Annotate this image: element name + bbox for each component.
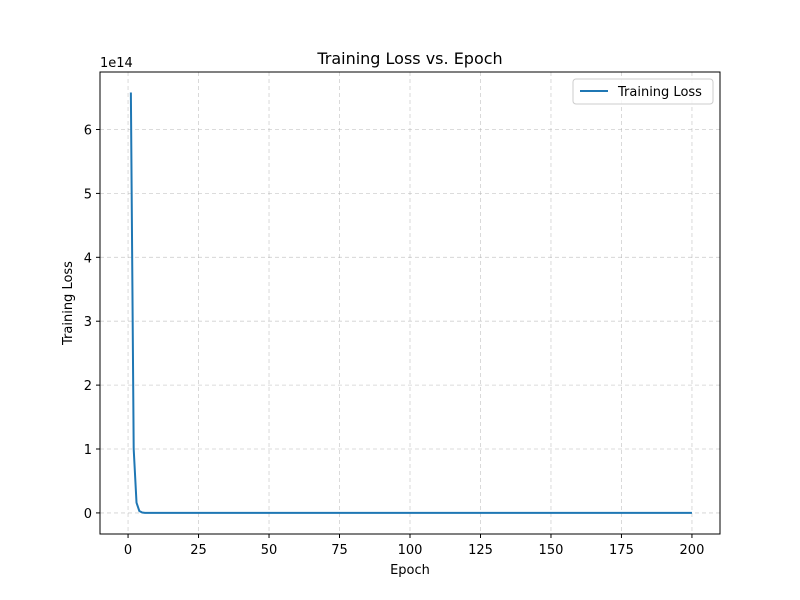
x-tick-label: 175 bbox=[609, 543, 634, 558]
x-tick-label: 200 bbox=[680, 543, 705, 558]
x-axis: 0 25 50 75 100 125 150 175 200 bbox=[124, 534, 704, 558]
legend: Training Loss bbox=[572, 78, 714, 105]
y-tick-label: 1 bbox=[84, 443, 92, 458]
x-tick-label: 125 bbox=[468, 543, 493, 558]
x-tick-label: 25 bbox=[190, 543, 207, 558]
legend-box bbox=[572, 78, 714, 105]
x-tick-label: 0 bbox=[124, 543, 132, 558]
x-tick-label: 100 bbox=[398, 543, 423, 558]
series-line bbox=[129, 92, 692, 514]
legend-label: Training Loss bbox=[617, 85, 702, 100]
y-axis-label: Training Loss bbox=[61, 261, 76, 346]
y-tick-label: 5 bbox=[84, 187, 92, 202]
grid bbox=[100, 72, 720, 534]
chart-title: Training Loss vs. Epoch bbox=[316, 49, 502, 68]
y-tick-label: 0 bbox=[84, 507, 92, 522]
y-axis: 0 1 2 3 4 5 6 bbox=[84, 124, 100, 522]
y-tick-label: 4 bbox=[84, 251, 92, 266]
x-tick-label: 75 bbox=[331, 543, 348, 558]
series-layer bbox=[129, 92, 692, 514]
y-tick-label: 6 bbox=[84, 124, 92, 139]
y-offset-label: 1e14 bbox=[100, 56, 133, 71]
x-tick-label: 150 bbox=[539, 543, 564, 558]
y-tick-label: 3 bbox=[84, 315, 92, 330]
y-tick-label: 2 bbox=[84, 379, 92, 394]
x-axis-label: Epoch bbox=[390, 563, 430, 578]
x-tick-label: 50 bbox=[261, 543, 278, 558]
